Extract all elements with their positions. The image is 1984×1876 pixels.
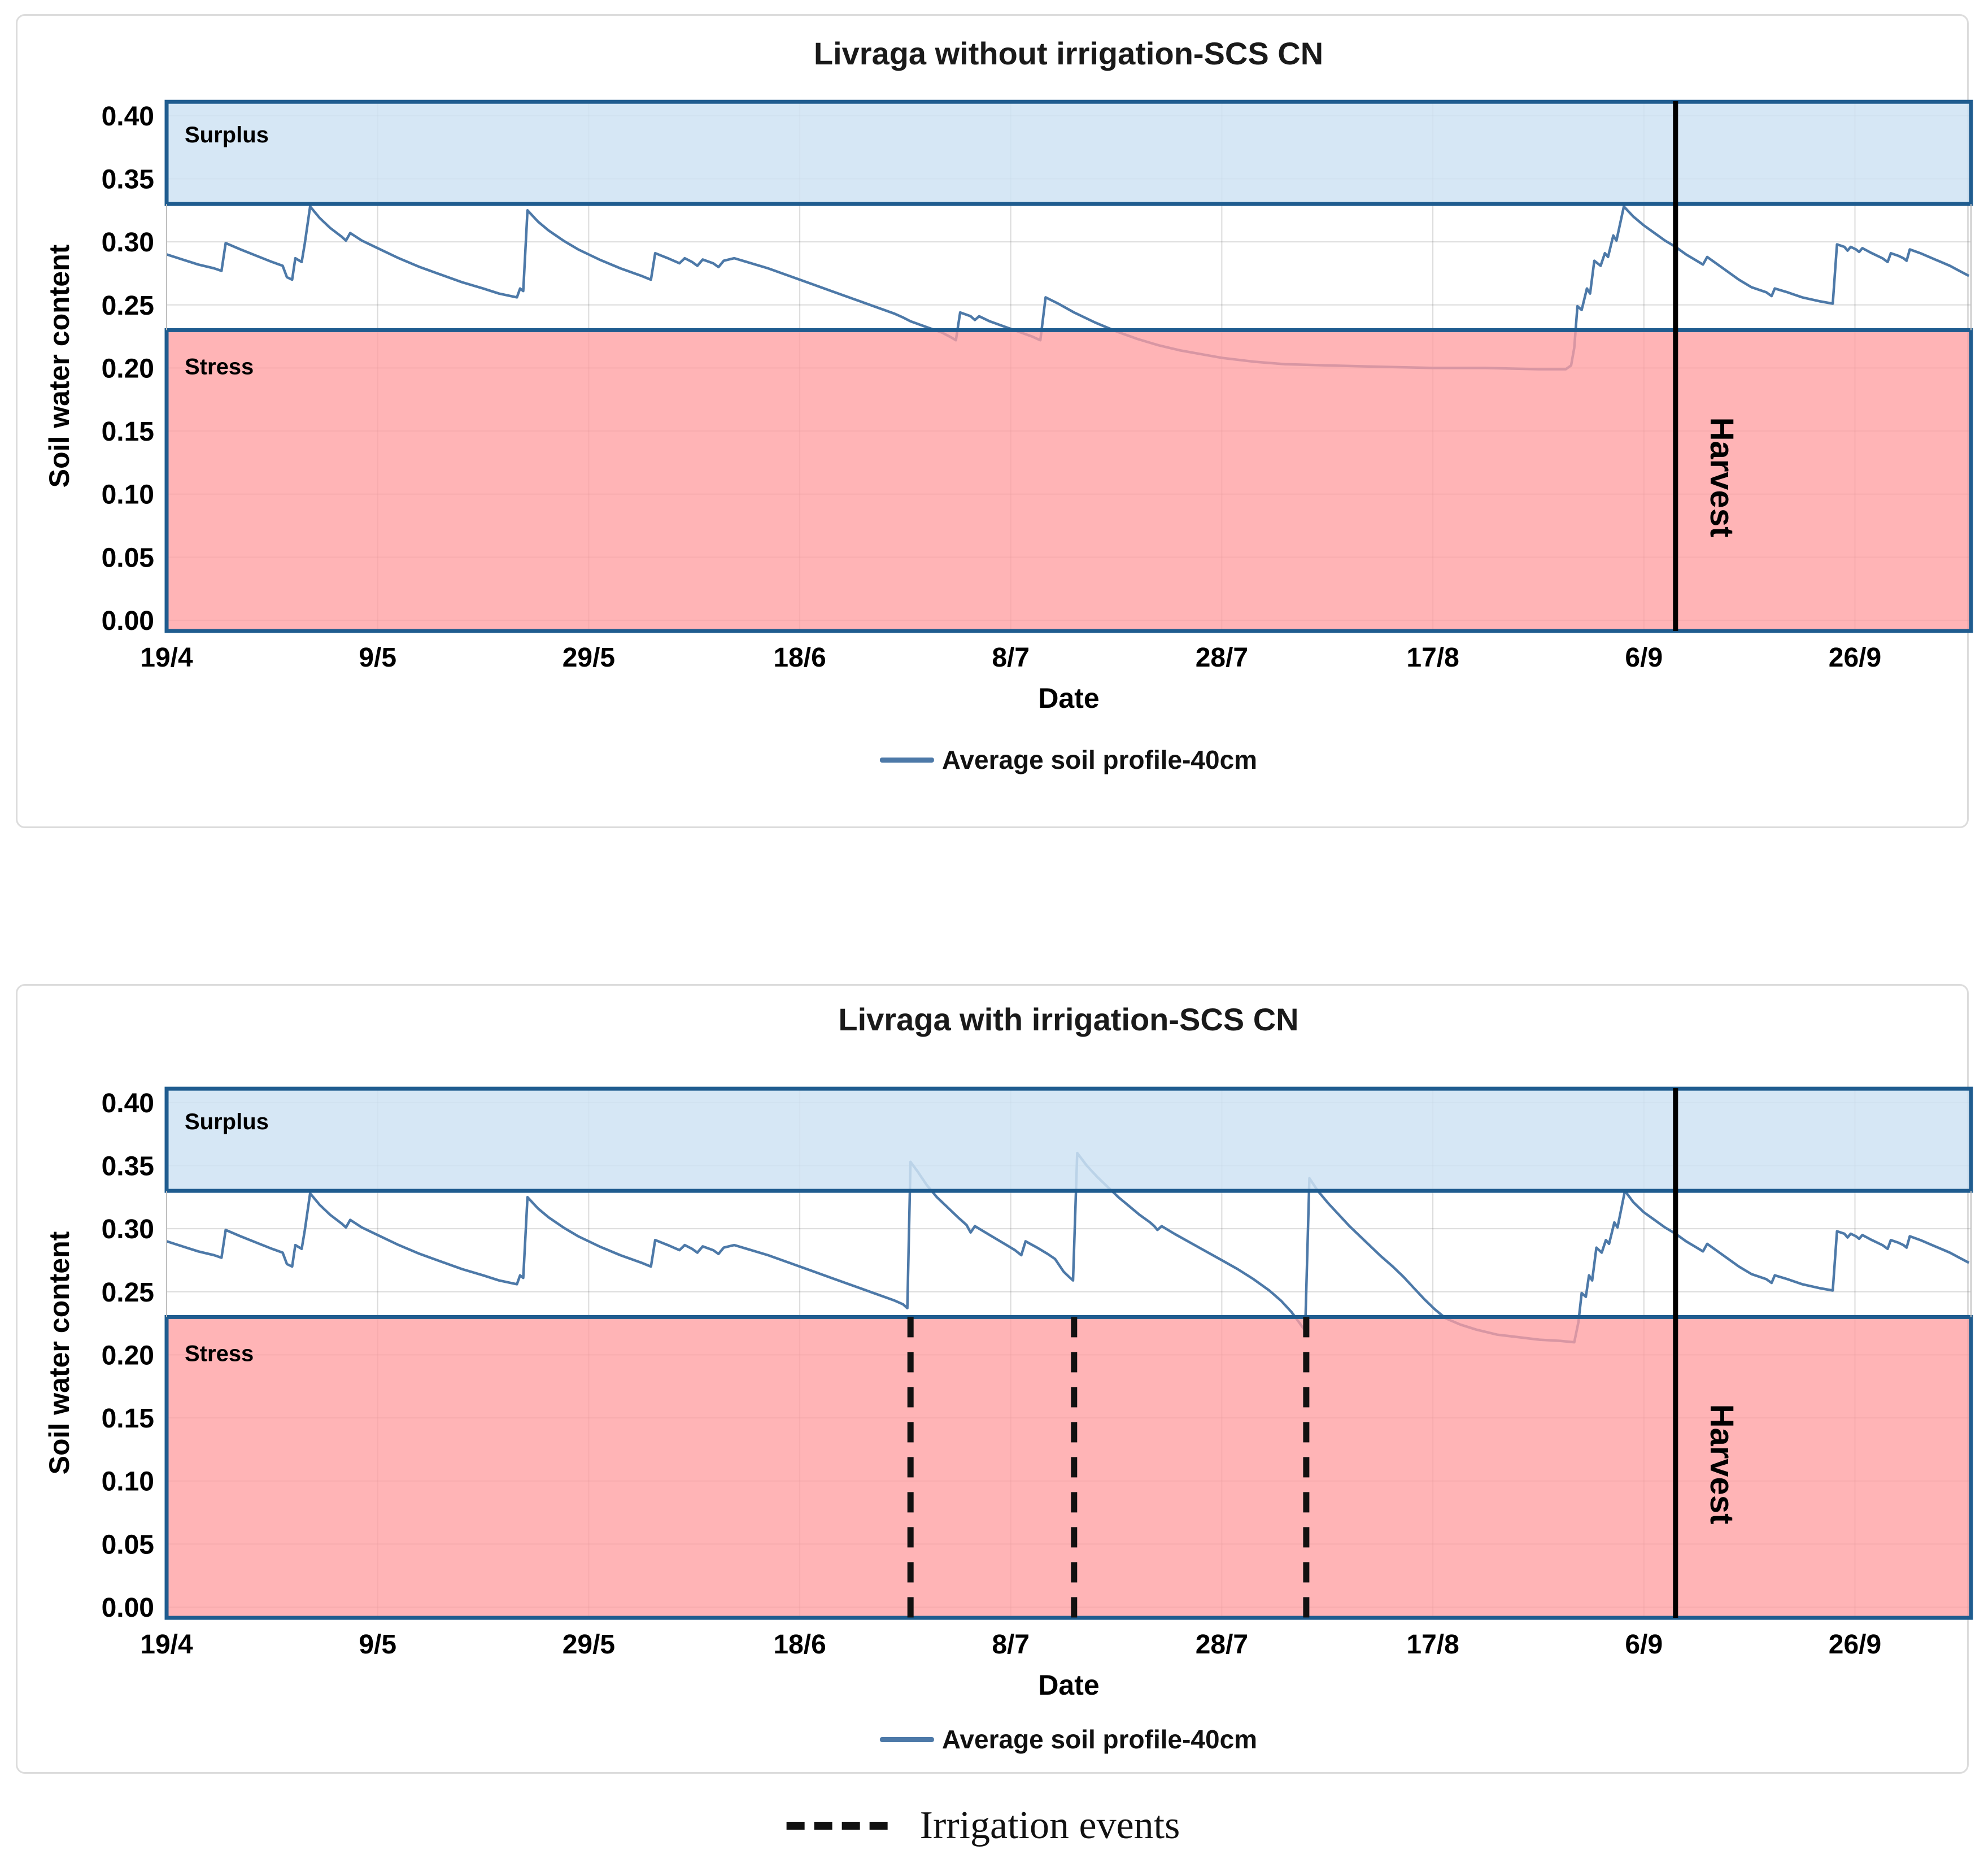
chart-title-with-irrigation: Livraga with irrigation-SCS CN [838,1002,1299,1037]
chart-title-without-irrigation: Livraga without irrigation-SCS CN [813,36,1324,71]
y-tick-label: 0.00 [102,1593,154,1623]
x-tick-label: 9/5 [359,643,396,673]
legend-label: Average soil profile-40cm [941,1725,1258,1754]
stress-band-label: Stress [185,354,254,379]
y-tick-label: 0.15 [102,1404,154,1434]
x-tick-label: 28/7 [1196,1630,1248,1660]
x-tick-label: 17/8 [1406,1630,1459,1660]
stress-band [164,328,1973,633]
legend-with-irrigation: Average soil profile-40cm [879,1724,1258,1755]
x-tick-label: 18/6 [773,643,826,673]
chart-canvas-without-irrigation: Surplus Stress Harvest 0.00 0.05 0.10 0.15 0.20… [43,99,1973,714]
y-tick-label: 0.10 [102,1467,154,1497]
surplus-band-label: Surplus [185,123,269,147]
y-tick-label: 0.30 [102,1215,154,1244]
y-axis-title: Soil water content [43,1231,75,1474]
y-tick-label: 0.05 [102,1530,154,1560]
y-tick-label: 0.40 [102,102,154,132]
irrigation-dash-swatch [786,1822,892,1830]
stress-band [164,1314,1973,1620]
surplus-band [164,1086,1973,1193]
soil-water-line [166,1151,1970,1344]
x-tick-label: 9/5 [359,1630,396,1660]
y-tick-label: 0.35 [102,1152,154,1182]
stress-band-label: Stress [185,1341,254,1366]
y-tick-label: 0.30 [102,228,154,258]
y-tick-label: 0.15 [102,417,154,447]
x-axis-title: Date [1038,1669,1099,1701]
y-tick-label: 0.35 [102,165,154,195]
x-tick-label: 26/9 [1829,643,1881,673]
x-tick-label: 18/6 [773,1630,826,1660]
series-line-swatch [879,1736,934,1742]
x-tick-label: 6/9 [1625,643,1663,673]
x-tick-label: 29/5 [563,1630,615,1660]
harvest-label: Harvest [1703,417,1740,538]
legend-label: Average soil profile-40cm [941,745,1258,774]
legend-without-irrigation: Average soil profile-40cm [879,745,1258,775]
x-tick-label: 19/4 [140,1630,193,1660]
x-tick-label: 8/7 [992,643,1030,673]
x-tick-label: 26/9 [1829,1630,1881,1660]
y-tick-label: 0.10 [102,480,154,510]
x-tick-label: 28/7 [1196,643,1248,673]
surplus-band-label: Surplus [185,1109,269,1134]
y-tick-label: 0.25 [102,291,154,321]
y-tick-label: 0.05 [102,543,154,573]
y-tick-label: 0.00 [102,606,154,636]
harvest-label: Harvest [1703,1404,1740,1525]
y-axis-title: Soil water content [43,244,75,488]
x-tick-label: 19/4 [140,643,193,673]
x-tick-label: 6/9 [1625,1630,1663,1660]
irrigation-events-legend: Irrigation events [786,1803,1180,1848]
irrigation-legend-label: Irrigation events [919,1804,1180,1847]
x-axis-title: Date [1038,682,1099,714]
y-tick-label: 0.25 [102,1278,154,1308]
chart-canvas-with-irrigation: Surplus Stress Harvest 0.00 0.05 0.10 0.15 0.20… [43,1086,1973,1701]
x-tick-label: 29/5 [563,643,615,673]
y-tick-label: 0.40 [102,1089,154,1118]
surplus-band [164,99,1973,206]
y-tick-label: 0.20 [102,1340,154,1370]
series-line-swatch [879,757,934,763]
y-tick-label: 0.20 [102,354,154,384]
x-tick-label: 17/8 [1406,643,1459,673]
x-tick-label: 8/7 [992,1630,1030,1660]
